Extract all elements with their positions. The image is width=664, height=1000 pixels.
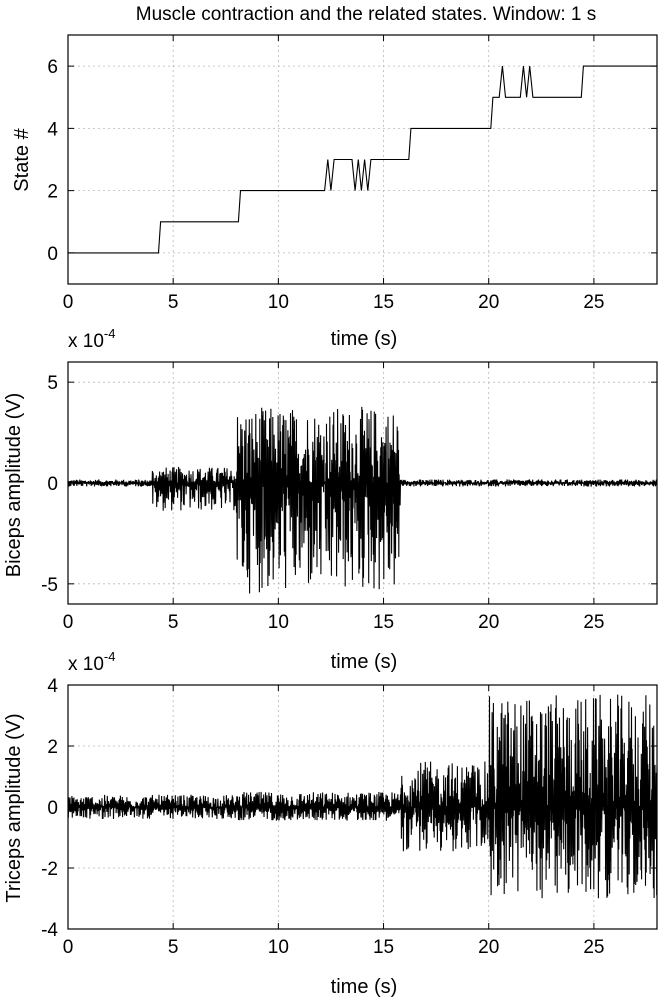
plot-frame — [67, 361, 658, 605]
x-axis-label: time (s) — [331, 328, 398, 350]
series-line — [67, 694, 658, 899]
x-tick-label: 15 — [373, 612, 394, 633]
y-tick-label: 4 — [47, 676, 58, 697]
triceps-chart: 0 5 10 15 20 25 -4 -2 0 2 4 x 10-4 time (s) Tricep… — [3, 649, 658, 998]
x-tick-label: 25 — [583, 937, 604, 958]
tick-labels: 0 5 10 15 20 25-505 — [41, 373, 604, 633]
tick-labels: 0 5 10 15 20 25 -4 -2 0 2 4 — [41, 676, 604, 958]
y-tick-label: 0 — [47, 474, 58, 495]
y-tick-label: -5 — [41, 575, 58, 596]
x-tick-label: 15 — [373, 937, 394, 958]
y-axis-label: Triceps amplitude (V) — [3, 713, 25, 902]
y-tick-label: 4 — [47, 119, 58, 140]
plot-frame — [67, 34, 658, 285]
series-line — [67, 406, 658, 594]
y-axis-label: State # — [11, 127, 33, 191]
y-tick-label: -2 — [41, 859, 58, 880]
y-tick-label: 2 — [47, 737, 58, 758]
biceps-chart: 0 5 10 15 20 25-505 x 10-4 time (s) Biceps am… — [3, 326, 658, 673]
x-tick-label: 20 — [478, 292, 499, 313]
y-exponent-label: x 10-4 — [68, 326, 115, 352]
ticks — [67, 35, 657, 284]
x-tick-label: 10 — [268, 612, 289, 633]
y-tick-label: 5 — [47, 373, 58, 394]
grid — [68, 35, 657, 284]
x-axis-label: time (s) — [331, 976, 398, 998]
plot-frame — [67, 684, 658, 930]
x-tick-label: 0 — [63, 937, 74, 958]
state-chart: Muscle contraction and the related state… — [11, 4, 658, 350]
x-tick-label: 10 — [268, 292, 289, 313]
x-tick-label: 15 — [373, 292, 394, 313]
y-tick-label: -4 — [41, 920, 58, 941]
x-tick-label: 10 — [268, 937, 289, 958]
chart-title: Muscle contraction and the related state… — [136, 4, 596, 25]
x-tick-label: 0 — [63, 292, 74, 313]
series-line — [68, 65, 657, 254]
x-tick-label: 5 — [168, 612, 179, 633]
x-tick-label: 0 — [63, 612, 74, 633]
x-tick-label: 25 — [583, 612, 604, 633]
x-tick-label: 5 — [168, 292, 179, 313]
y-exponent-label: x 10-4 — [68, 649, 115, 675]
x-tick-label: 5 — [168, 937, 179, 958]
y-tick-label: 6 — [47, 57, 58, 78]
tick-labels: 0 5 10 15 20 25 0 2 4 6 — [47, 57, 604, 313]
y-tick-label: 0 — [47, 798, 58, 819]
x-tick-label: 20 — [478, 937, 499, 958]
y-tick-label: 2 — [47, 182, 58, 203]
x-tick-label: 25 — [583, 292, 604, 313]
y-tick-label: 0 — [47, 244, 58, 265]
y-axis-label: Biceps amplitude (V) — [3, 393, 25, 578]
x-axis-label: time (s) — [331, 651, 398, 673]
x-tick-label: 20 — [478, 612, 499, 633]
